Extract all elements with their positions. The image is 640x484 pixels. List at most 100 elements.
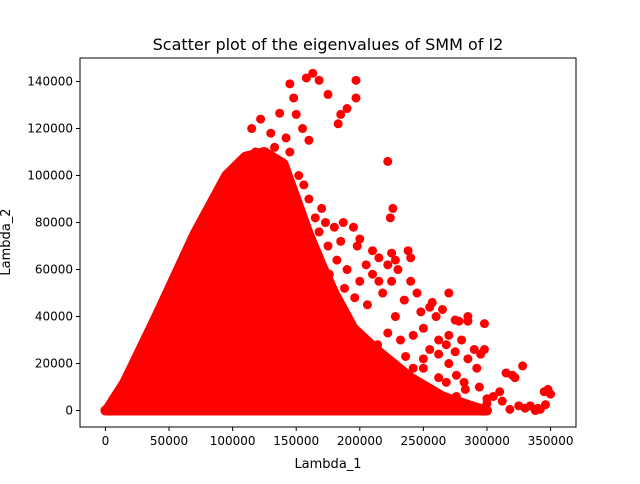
- y-tick-label: 60000: [35, 263, 73, 277]
- data-point: [304, 241, 314, 251]
- data-point: [441, 377, 451, 387]
- data-point: [412, 377, 422, 387]
- data-point: [380, 394, 390, 404]
- x-tick-label: 350000: [528, 434, 574, 448]
- data-point: [333, 119, 343, 129]
- data-point: [383, 328, 393, 338]
- data-point: [323, 89, 333, 99]
- data-point: [460, 384, 470, 394]
- data-point: [403, 246, 413, 256]
- y-tick-label: 140000: [27, 75, 73, 89]
- data-point: [441, 340, 451, 350]
- data-point: [320, 218, 330, 228]
- data-point: [434, 349, 444, 359]
- data-point: [425, 404, 435, 414]
- dense-point-cloud: [100, 147, 492, 416]
- data-point: [294, 171, 304, 181]
- data-point: [425, 344, 435, 354]
- data-point: [429, 394, 439, 404]
- data-point: [285, 79, 295, 89]
- data-point: [474, 382, 484, 392]
- data-point: [501, 368, 511, 378]
- data-point: [444, 359, 454, 369]
- y-tick-label: 40000: [35, 310, 73, 324]
- x-tick-label: 100000: [210, 434, 256, 448]
- x-tick-label: 300000: [464, 434, 510, 448]
- data-point: [434, 335, 444, 345]
- x-tick-label: 150000: [273, 434, 319, 448]
- data-point: [314, 75, 324, 85]
- data-point: [324, 269, 334, 279]
- data-point: [373, 340, 383, 350]
- x-tick-label: 250000: [400, 434, 446, 448]
- scatter-points: [247, 68, 556, 416]
- data-point: [278, 161, 288, 171]
- data-point: [444, 330, 454, 340]
- data-point: [251, 147, 261, 157]
- data-point: [390, 312, 400, 322]
- data-point: [317, 203, 327, 213]
- data-point: [374, 276, 384, 286]
- data-point: [329, 222, 339, 232]
- x-tick-label: 50000: [150, 434, 188, 448]
- data-point: [338, 218, 348, 228]
- data-point: [298, 124, 308, 134]
- data-point: [368, 373, 378, 383]
- plot-area-frame: [79, 57, 577, 428]
- data-point: [451, 391, 461, 401]
- data-point: [314, 227, 324, 237]
- data-point: [425, 302, 435, 312]
- data-point: [378, 288, 388, 298]
- x-axis-ticks: 0 50000 100000 150000 200000 250000 300000 3500…: [102, 427, 574, 448]
- data-point: [412, 288, 422, 298]
- data-point: [352, 241, 362, 251]
- data-point: [393, 265, 403, 275]
- data-point: [463, 354, 473, 364]
- data-point: [401, 351, 411, 361]
- data-point: [380, 368, 390, 378]
- x-tick-label: 0: [102, 434, 110, 448]
- data-point: [421, 387, 431, 397]
- data-point: [342, 265, 352, 275]
- x-tick-label: 200000: [337, 434, 383, 448]
- y-tick-label: 80000: [35, 216, 73, 230]
- data-point: [301, 73, 311, 83]
- data-point: [418, 354, 428, 364]
- data-point: [416, 400, 426, 410]
- data-point: [497, 396, 507, 406]
- data-point: [385, 213, 395, 223]
- data-point: [285, 182, 295, 192]
- data-point: [355, 234, 365, 244]
- data-point: [546, 389, 556, 399]
- data-point: [342, 104, 352, 114]
- chart-title: Scatter plot of the eigenvalues of SMM o…: [153, 35, 504, 54]
- data-point: [416, 307, 426, 317]
- data-point: [510, 373, 520, 383]
- y-tick-label: 120000: [27, 122, 73, 136]
- data-point: [275, 108, 285, 118]
- data-point: [370, 400, 380, 410]
- data-point: [360, 359, 370, 369]
- x-axis-label: Lambda_1: [294, 457, 361, 472]
- data-point: [495, 387, 505, 397]
- data-point: [444, 398, 454, 408]
- data-point: [351, 93, 361, 103]
- data-point: [457, 335, 467, 345]
- data-point: [281, 133, 291, 143]
- data-point: [525, 401, 535, 411]
- data-point: [304, 135, 314, 145]
- data-point: [431, 312, 441, 322]
- data-point: [463, 316, 473, 326]
- data-point: [408, 330, 418, 340]
- data-point: [408, 363, 418, 373]
- data-point: [388, 203, 398, 213]
- data-point: [247, 124, 257, 134]
- data-point: [351, 75, 361, 85]
- data-point: [518, 361, 528, 371]
- data-point: [361, 260, 371, 270]
- data-point: [406, 396, 416, 406]
- data-point: [323, 241, 333, 251]
- data-point: [469, 403, 479, 413]
